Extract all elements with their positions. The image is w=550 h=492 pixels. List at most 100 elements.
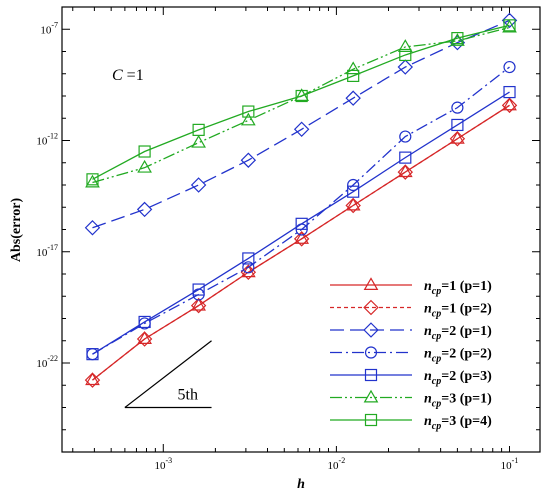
data-point bbox=[397, 164, 413, 178]
axis-ticks bbox=[62, 6, 540, 453]
data-point bbox=[399, 151, 412, 164]
data-point bbox=[190, 297, 207, 314]
data-point bbox=[345, 197, 361, 214]
legend-box bbox=[318, 266, 536, 446]
data-point bbox=[451, 32, 464, 45]
series-line bbox=[92, 24, 510, 180]
x-axis-label: h bbox=[297, 477, 305, 492]
data-point bbox=[501, 12, 518, 29]
legend-marker bbox=[364, 346, 378, 359]
legend: ncp=1 (p=1) ncp=1 (p=2) ncp=2 (p=1) ncp=2 (… bbox=[318, 266, 536, 446]
data-point bbox=[399, 130, 412, 143]
data-point bbox=[192, 123, 205, 136]
legend-label: ncp=3 (p=1) bbox=[424, 392, 492, 410]
legend-entry: ncp=2 (p=2) bbox=[330, 346, 492, 365]
y-tick-label: 10-22 bbox=[36, 354, 58, 370]
legend-marker bbox=[363, 322, 379, 338]
series-7 bbox=[86, 19, 516, 186]
data-point bbox=[345, 61, 361, 75]
data-point bbox=[347, 69, 360, 83]
data-point bbox=[502, 97, 517, 111]
data-point bbox=[86, 348, 99, 361]
data-point bbox=[294, 231, 310, 244]
legend-marker bbox=[363, 389, 379, 403]
data-point bbox=[449, 131, 466, 147]
y-tick-label: 10-12 bbox=[36, 132, 58, 148]
data-point bbox=[347, 185, 360, 198]
data-point bbox=[138, 315, 151, 329]
legend-entry: ncp=3 (p=4) bbox=[330, 413, 492, 432]
data-point bbox=[191, 297, 206, 311]
x-tick-labels: 10-3 10-2 10-1 bbox=[154, 456, 518, 472]
y-tick-label: 10-17 bbox=[36, 243, 58, 259]
data-point bbox=[242, 252, 255, 265]
data-point bbox=[503, 19, 516, 32]
series-3 bbox=[84, 12, 518, 236]
data-point bbox=[240, 152, 257, 168]
data-point bbox=[192, 283, 205, 296]
data-point bbox=[503, 60, 516, 74]
data-point bbox=[242, 261, 255, 274]
data-point bbox=[347, 178, 360, 192]
data-point bbox=[85, 174, 100, 188]
data-point bbox=[450, 130, 465, 144]
series-line bbox=[92, 19, 510, 229]
slope-hypotenuse bbox=[124, 340, 212, 408]
data-point bbox=[136, 201, 153, 218]
legend-marker bbox=[363, 277, 379, 290]
data-point bbox=[293, 231, 310, 247]
legend-marker bbox=[364, 368, 378, 382]
legend-label: ncp=2 (p=1) bbox=[424, 324, 492, 342]
legend-label: ncp=2 (p=3) bbox=[424, 369, 492, 387]
slope-label: 5th bbox=[178, 387, 198, 404]
data-point bbox=[451, 101, 464, 114]
series-5 bbox=[86, 85, 516, 361]
data-point bbox=[191, 134, 206, 148]
data-point bbox=[345, 90, 361, 106]
x-tick-label: 10-1 bbox=[501, 456, 519, 472]
data-point bbox=[503, 85, 516, 99]
data-point bbox=[295, 217, 308, 230]
data-point bbox=[397, 59, 414, 75]
data-point bbox=[138, 145, 151, 158]
x-tick-label: 10-2 bbox=[328, 456, 346, 472]
data-point bbox=[85, 372, 100, 386]
data-point bbox=[449, 34, 466, 51]
data-point bbox=[295, 89, 308, 103]
legend-label: ncp=1 (p=2) bbox=[424, 302, 492, 320]
data-point bbox=[136, 331, 153, 347]
legend-entry: ncp=1 (p=1) bbox=[330, 277, 492, 297]
data-point bbox=[84, 220, 101, 236]
data-point bbox=[86, 173, 99, 186]
series-line bbox=[92, 91, 510, 355]
data-point bbox=[293, 121, 310, 137]
slope-triangle: 5th bbox=[124, 340, 212, 409]
series-2 bbox=[84, 97, 518, 388]
data-point bbox=[397, 39, 413, 52]
data-point bbox=[242, 105, 255, 118]
x-tick-label: 10-3 bbox=[154, 456, 172, 472]
series-6 bbox=[85, 19, 517, 188]
legend-marker bbox=[364, 413, 378, 427]
legend-entry: ncp=3 (p=1) bbox=[330, 389, 492, 410]
y-axis-label: Abs(error) bbox=[9, 198, 24, 263]
series-layer bbox=[84, 12, 518, 388]
series-line bbox=[92, 104, 510, 381]
legend-marker bbox=[363, 299, 379, 316]
data-point bbox=[501, 97, 518, 114]
legend-entry: ncp=2 (p=3) bbox=[330, 368, 492, 387]
legend-label: ncp=1 (p=1) bbox=[424, 279, 492, 297]
data-point bbox=[84, 372, 101, 388]
data-point bbox=[190, 177, 207, 193]
data-point bbox=[397, 164, 414, 180]
legend-entry: ncp=2 (p=1) bbox=[330, 322, 492, 342]
y-tick-label: 10-7 bbox=[40, 20, 58, 36]
annotation: C =1 bbox=[112, 67, 144, 84]
legend-entry: ncp=1 (p=2) bbox=[330, 299, 492, 320]
y-tick-labels: 10-22 10-17 10-12 10-7 bbox=[36, 20, 58, 370]
series-line bbox=[92, 26, 510, 184]
data-point bbox=[137, 159, 152, 173]
data-point bbox=[451, 118, 464, 132]
data-point bbox=[345, 197, 361, 211]
